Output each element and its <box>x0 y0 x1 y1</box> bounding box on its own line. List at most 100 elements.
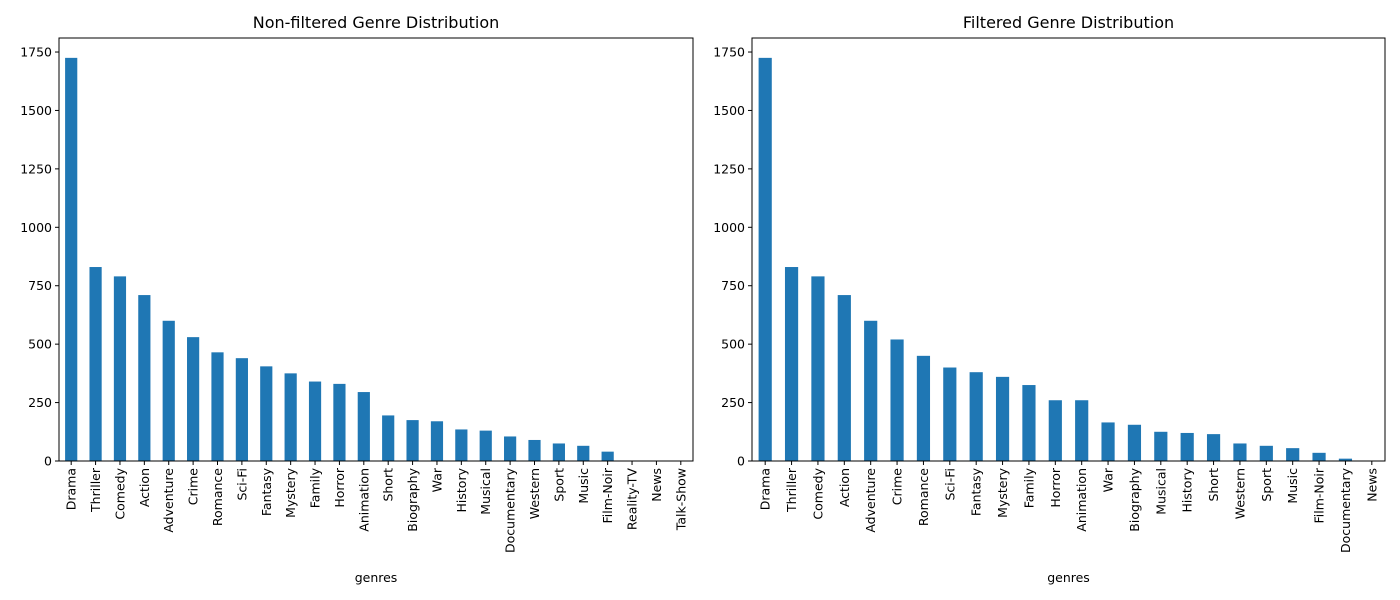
x-tick-label: Documentary <box>503 467 518 553</box>
bar <box>1154 431 1168 461</box>
x-tick-label: Music <box>1285 468 1300 504</box>
bar <box>969 372 983 461</box>
bar <box>864 320 878 461</box>
bar <box>1048 400 1062 461</box>
bar <box>65 57 78 462</box>
bar <box>211 352 224 461</box>
x-tick-label: History <box>454 467 469 512</box>
y-tick-label: 1000 <box>20 220 52 235</box>
x-tick-label: News <box>649 468 664 502</box>
y-tick-label: 1250 <box>20 161 52 176</box>
x-tick-label: Adventure <box>161 468 176 533</box>
x-tick-label: Fantasy <box>969 467 984 516</box>
x-tick-label: Film-Noir <box>1312 467 1327 523</box>
x-axis-label: genres <box>1047 570 1090 585</box>
x-tick-label: Biography <box>1127 467 1142 531</box>
bar <box>758 57 772 462</box>
bar <box>333 383 346 461</box>
bar <box>455 429 468 461</box>
x-tick-label: Drama <box>64 468 79 510</box>
y-tick-label: 1250 <box>713 161 745 176</box>
y-tick-label: 1000 <box>713 220 745 235</box>
y-tick-label: 500 <box>721 337 745 352</box>
bar <box>1338 458 1353 461</box>
x-tick-label: News <box>1364 468 1379 502</box>
x-tick-label: Romance <box>210 468 225 526</box>
x-tick-label: Thriller <box>88 467 103 513</box>
y-tick-label: 1500 <box>713 103 745 118</box>
x-tick-label: Musical <box>1153 468 1168 515</box>
chart-nonfiltered: Non-filtered Genre Distribution genres 0… <box>20 13 694 585</box>
bar <box>943 367 957 461</box>
x-tick-label: Romance <box>916 468 931 526</box>
x-tick-label: Western <box>1232 468 1247 519</box>
plot-frame <box>58 37 694 462</box>
x-tick-label: Talk-Show <box>673 468 688 531</box>
chart-filtered: Filtered Genre Distribution genres 0 250 5… <box>713 13 1386 585</box>
bar <box>1127 424 1142 461</box>
x-tick-label: War <box>429 467 444 492</box>
chart-title: Filtered Genre Distribution <box>963 13 1174 32</box>
bar <box>1206 434 1221 461</box>
x-tick-label: Drama <box>758 468 773 510</box>
x-tick-label: Sci-Fi <box>234 468 249 501</box>
y-tick-label: 500 <box>28 337 52 352</box>
bar <box>138 295 151 461</box>
bar <box>479 430 492 461</box>
x-tick-label: Documentary <box>1338 467 1353 553</box>
bar <box>1233 443 1247 461</box>
x-tick-label: Western <box>527 468 542 519</box>
x-tick-label: History <box>1180 467 1195 512</box>
bar <box>916 355 931 461</box>
x-tick-label: Sci-Fi <box>942 468 957 501</box>
x-tick-label: Film-Noir <box>600 467 615 523</box>
bar <box>235 358 248 461</box>
x-tick-label: Reality-TV <box>625 468 640 530</box>
bar <box>1075 400 1089 461</box>
x-tick-label: Thriller <box>784 467 799 513</box>
bar <box>357 392 370 461</box>
chart-title: Non-filtered Genre Distribution <box>253 13 500 32</box>
x-tick-label: Action <box>837 468 852 507</box>
bar <box>406 420 419 461</box>
x-tick-label: Sport <box>551 468 566 502</box>
bar <box>284 373 297 461</box>
y-tick-label: 1750 <box>713 45 745 60</box>
x-tick-label: Biography <box>405 467 420 531</box>
plot-frame <box>751 37 1386 462</box>
x-axis-label: genres <box>355 570 398 585</box>
bar <box>1286 448 1300 461</box>
y-tick-label: 1500 <box>20 103 52 118</box>
x-tick-label: Short <box>381 468 396 502</box>
y-tick-label: 750 <box>721 278 745 293</box>
y-tick-label: 250 <box>28 395 52 410</box>
x-tick-label: Sport <box>1259 468 1274 502</box>
bar <box>552 443 565 461</box>
y-tick-label: 750 <box>28 278 52 293</box>
x-tick-label: War <box>1101 467 1116 492</box>
bar <box>784 267 799 461</box>
y-tick-label: 0 <box>44 454 52 469</box>
x-tick-label: Family <box>1021 467 1036 508</box>
x-tick-label: Mystery <box>283 467 298 517</box>
y-tick-label: 250 <box>721 395 745 410</box>
x-tick-label: Horror <box>332 467 347 507</box>
bar <box>995 376 1010 461</box>
bar <box>1101 422 1115 461</box>
bar <box>504 436 517 461</box>
bar <box>1180 432 1194 461</box>
x-tick-label: Family <box>308 467 323 508</box>
bar <box>1259 445 1273 461</box>
x-tick-label: Action <box>137 468 152 507</box>
bar <box>187 337 200 461</box>
y-tick-label: 1750 <box>20 45 52 60</box>
bar <box>890 339 904 461</box>
bar <box>811 276 825 461</box>
x-tick-label: Short <box>1206 468 1221 502</box>
x-tick-label: Horror <box>1048 467 1063 507</box>
x-tick-label: Comedy <box>810 467 825 519</box>
x-tick-label: Animation <box>356 468 371 532</box>
bar <box>113 276 127 461</box>
x-tick-label: Music <box>576 468 591 504</box>
